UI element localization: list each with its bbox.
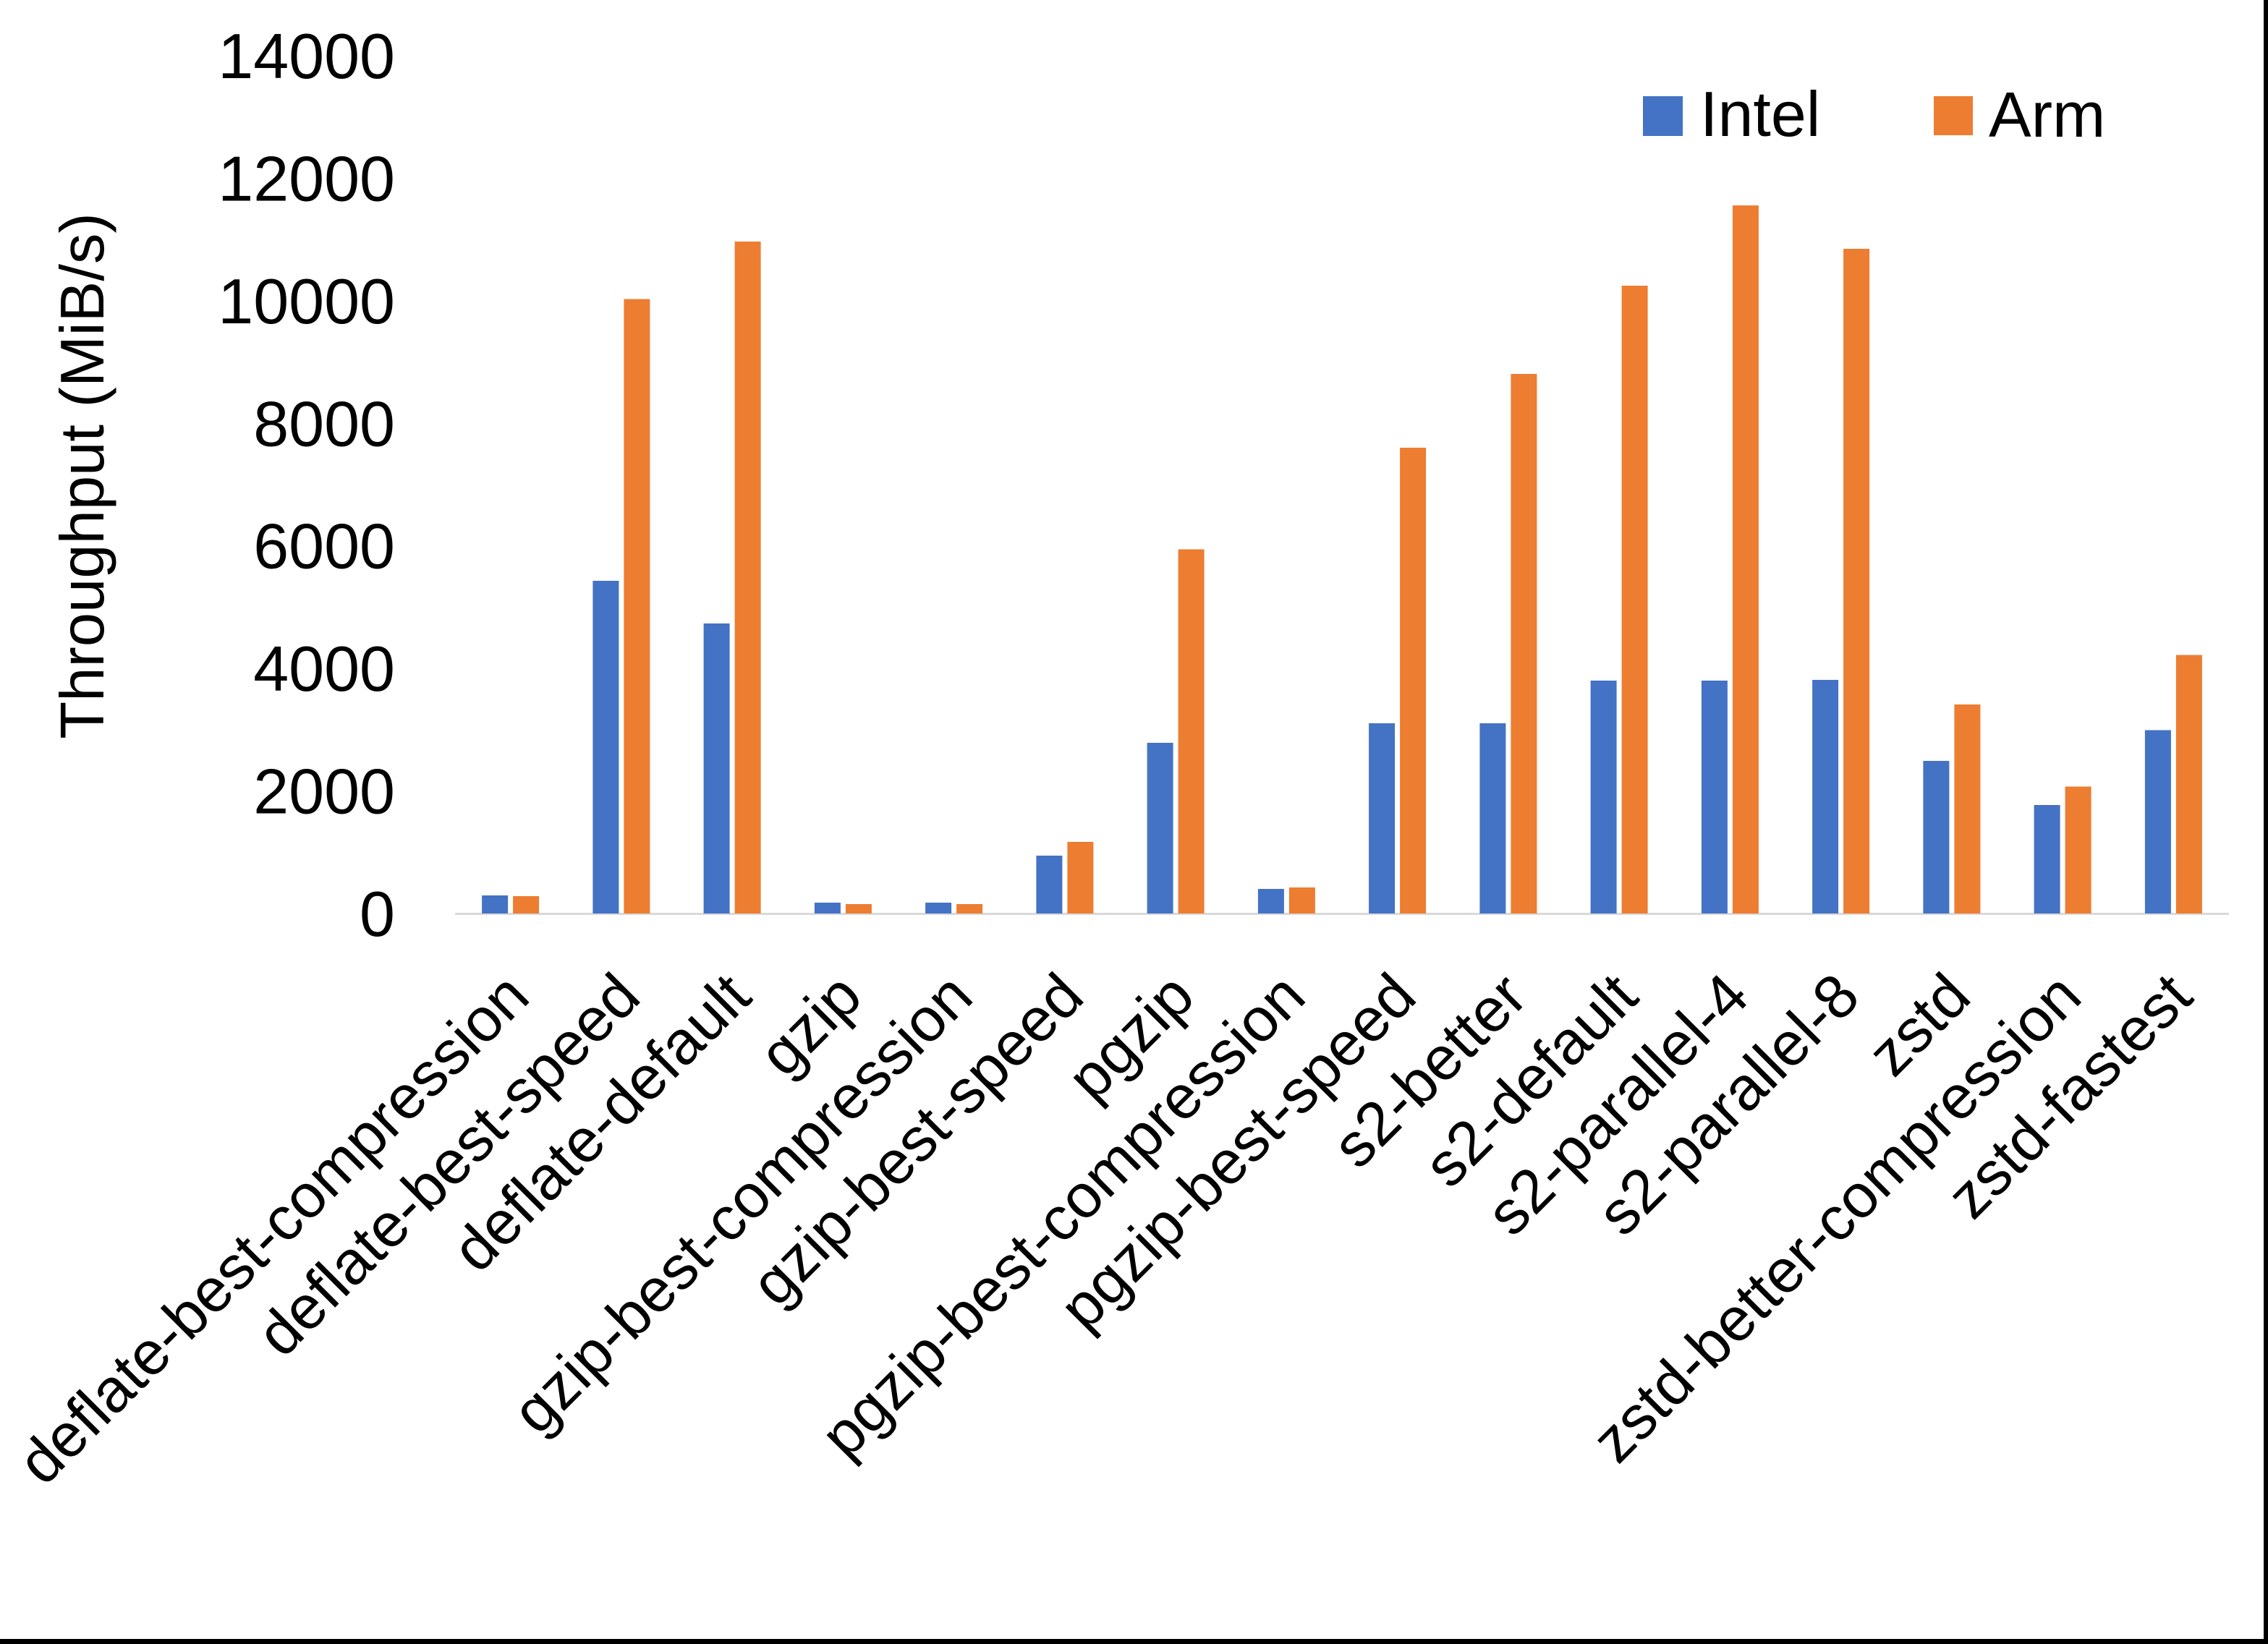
- svg-text:4000: 4000: [253, 633, 395, 704]
- svg-text:0: 0: [360, 878, 395, 950]
- svg-text:6000: 6000: [253, 511, 395, 582]
- svg-text:Intel: Intel: [1700, 78, 1820, 150]
- svg-text:12000: 12000: [218, 142, 395, 214]
- svg-text:8000: 8000: [253, 388, 395, 459]
- svg-text:2000: 2000: [253, 756, 395, 827]
- svg-text:10000: 10000: [218, 265, 395, 337]
- svg-text:Arm: Arm: [1989, 79, 2105, 150]
- svg-text:14000: 14000: [218, 20, 395, 92]
- svg-text:Throughput (MiB/s): Throughput (MiB/s): [48, 213, 117, 738]
